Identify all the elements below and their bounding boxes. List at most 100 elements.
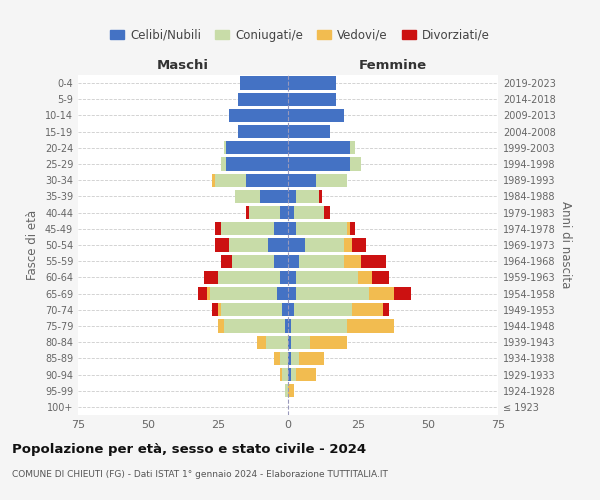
Bar <box>288 352 291 365</box>
Bar <box>288 190 296 203</box>
Bar <box>288 141 350 154</box>
Bar <box>288 158 350 170</box>
Bar <box>224 141 226 154</box>
Bar <box>344 238 352 252</box>
Bar <box>288 174 316 187</box>
Bar <box>224 320 285 332</box>
Bar <box>347 320 394 332</box>
Bar <box>246 174 288 187</box>
Bar <box>274 222 288 235</box>
Bar <box>288 320 291 332</box>
Bar <box>288 368 291 381</box>
Bar <box>291 320 347 332</box>
Bar <box>296 190 319 203</box>
Bar <box>293 206 325 220</box>
Bar <box>226 141 288 154</box>
Y-axis label: Anni di nascita: Anni di nascita <box>559 202 572 288</box>
Bar <box>288 109 344 122</box>
Bar <box>280 206 288 220</box>
Bar <box>280 368 283 381</box>
Bar <box>280 352 288 365</box>
Bar <box>212 174 215 187</box>
Bar <box>325 206 330 220</box>
Bar <box>291 336 310 349</box>
Bar <box>288 384 293 398</box>
Bar <box>283 368 288 381</box>
Bar <box>288 270 296 284</box>
Y-axis label: Fasce di età: Fasce di età <box>26 210 39 280</box>
Bar <box>288 254 299 268</box>
Bar <box>352 303 383 316</box>
Bar <box>207 287 209 300</box>
Bar <box>209 287 277 300</box>
Bar <box>260 190 288 203</box>
Bar <box>215 238 229 252</box>
Bar <box>316 174 347 187</box>
Bar <box>291 352 299 365</box>
Text: Femmine: Femmine <box>359 59 427 72</box>
Bar <box>288 125 330 138</box>
Bar <box>241 76 288 90</box>
Bar <box>305 238 344 252</box>
Bar <box>215 174 246 187</box>
Bar <box>296 270 358 284</box>
Bar <box>249 206 280 220</box>
Bar <box>293 303 352 316</box>
Bar <box>257 336 266 349</box>
Bar <box>296 222 347 235</box>
Bar <box>310 336 347 349</box>
Bar <box>221 303 283 316</box>
Bar <box>274 352 280 365</box>
Bar <box>288 336 291 349</box>
Legend: Celibi/Nubili, Coniugati/e, Vedovi/e, Divorziati/e: Celibi/Nubili, Coniugati/e, Vedovi/e, Di… <box>110 28 490 42</box>
Bar <box>296 287 369 300</box>
Bar <box>246 206 249 220</box>
Bar <box>319 190 322 203</box>
Bar <box>344 254 361 268</box>
Bar <box>266 336 288 349</box>
Bar <box>350 141 355 154</box>
Bar <box>288 92 335 106</box>
Bar <box>288 238 305 252</box>
Bar <box>218 303 221 316</box>
Bar <box>238 125 288 138</box>
Bar <box>372 270 389 284</box>
Bar <box>350 158 361 170</box>
Bar <box>361 254 386 268</box>
Bar <box>232 254 274 268</box>
Text: Maschi: Maschi <box>157 59 209 72</box>
Bar <box>285 320 288 332</box>
Bar <box>221 158 226 170</box>
Bar <box>268 238 288 252</box>
Bar <box>229 238 268 252</box>
Bar <box>277 287 288 300</box>
Bar <box>229 109 288 122</box>
Bar <box>218 320 224 332</box>
Bar <box>288 303 293 316</box>
Bar <box>299 254 344 268</box>
Bar <box>394 287 411 300</box>
Bar <box>221 222 274 235</box>
Bar <box>288 287 296 300</box>
Bar <box>291 368 296 381</box>
Bar <box>288 206 293 220</box>
Bar <box>226 158 288 170</box>
Bar <box>358 270 372 284</box>
Bar <box>283 303 288 316</box>
Text: Popolazione per età, sesso e stato civile - 2024: Popolazione per età, sesso e stato civil… <box>12 442 366 456</box>
Bar <box>215 222 221 235</box>
Bar <box>296 368 316 381</box>
Bar <box>285 384 288 398</box>
Bar <box>280 270 288 284</box>
Bar <box>347 222 350 235</box>
Bar <box>288 222 296 235</box>
Bar <box>299 352 325 365</box>
Bar <box>212 303 218 316</box>
Bar <box>204 270 218 284</box>
Bar <box>352 238 367 252</box>
Bar <box>383 303 389 316</box>
Bar <box>288 76 335 90</box>
Bar <box>274 254 288 268</box>
Text: COMUNE DI CHIEUTI (FG) - Dati ISTAT 1° gennaio 2024 - Elaborazione TUTTITALIA.IT: COMUNE DI CHIEUTI (FG) - Dati ISTAT 1° g… <box>12 470 388 479</box>
Bar <box>221 254 232 268</box>
